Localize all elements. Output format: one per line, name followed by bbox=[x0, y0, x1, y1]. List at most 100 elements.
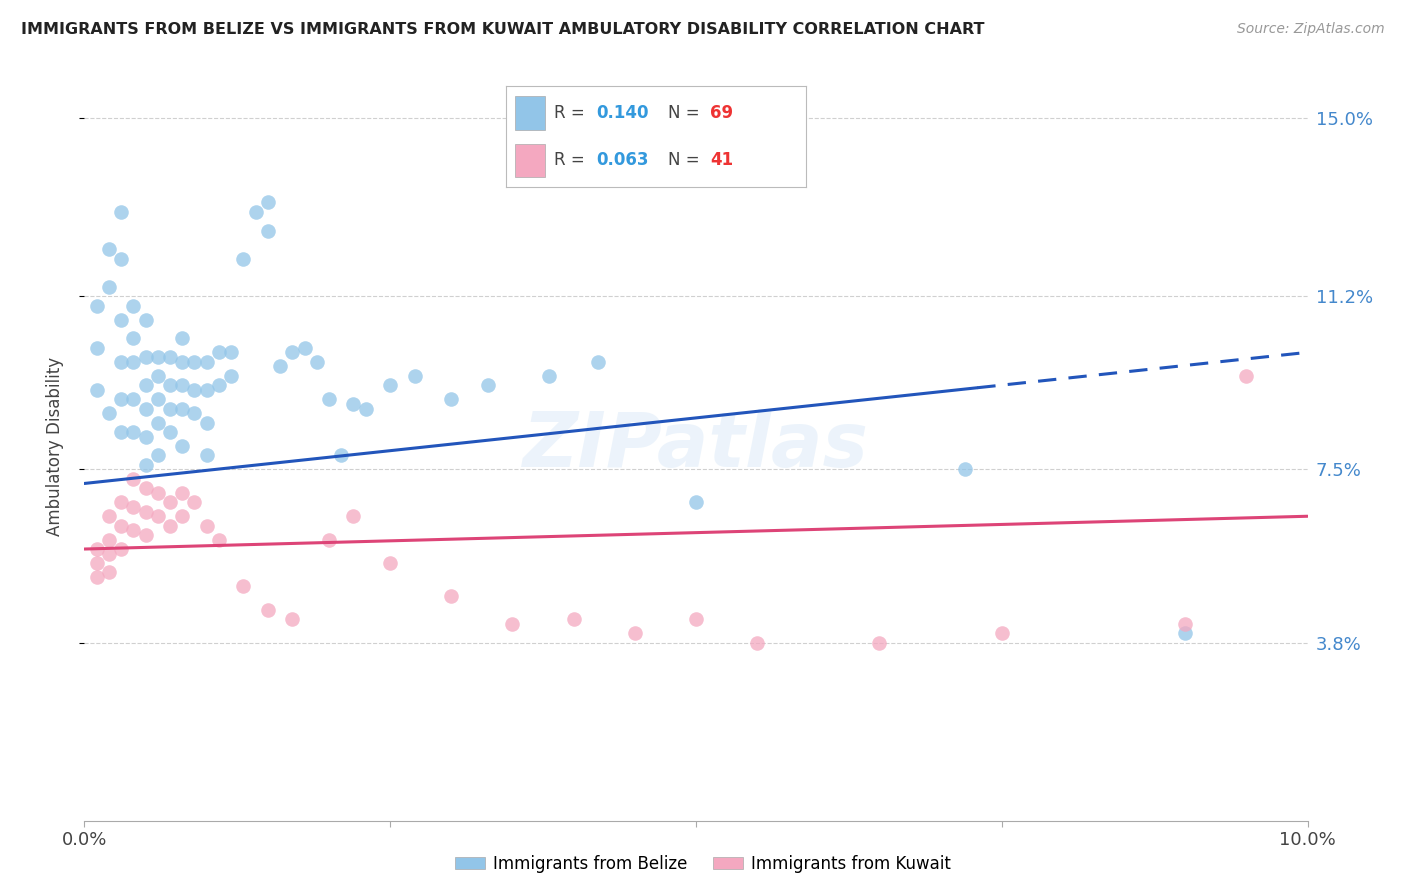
Point bbox=[122, 425, 145, 439]
Point bbox=[97, 566, 120, 580]
Point bbox=[159, 350, 181, 364]
Point bbox=[122, 331, 145, 345]
Point bbox=[257, 223, 280, 237]
Point bbox=[219, 368, 242, 383]
Point bbox=[208, 345, 231, 359]
Point bbox=[440, 392, 463, 407]
Point bbox=[172, 485, 194, 500]
Point bbox=[97, 406, 120, 420]
Point bbox=[135, 458, 157, 472]
Point bbox=[404, 368, 426, 383]
Point bbox=[502, 617, 524, 632]
Point bbox=[318, 533, 340, 547]
Text: ZIPatlas: ZIPatlas bbox=[523, 409, 869, 483]
Point bbox=[110, 495, 132, 509]
Point bbox=[342, 509, 364, 524]
Point bbox=[110, 541, 132, 557]
Point bbox=[586, 355, 609, 369]
Point bbox=[342, 397, 364, 411]
Text: Source: ZipAtlas.com: Source: ZipAtlas.com bbox=[1237, 22, 1385, 37]
Point bbox=[135, 481, 157, 495]
Point bbox=[354, 401, 377, 416]
Point bbox=[685, 612, 707, 626]
Point bbox=[562, 612, 585, 626]
Point bbox=[122, 500, 145, 514]
Point bbox=[318, 392, 340, 407]
Point bbox=[97, 509, 120, 524]
Point bbox=[86, 341, 108, 355]
Point bbox=[183, 406, 205, 420]
Point bbox=[1174, 626, 1197, 640]
Point bbox=[110, 518, 132, 533]
Point bbox=[146, 485, 169, 500]
Point bbox=[195, 355, 218, 369]
Point bbox=[208, 378, 231, 392]
Point bbox=[135, 350, 157, 364]
Point bbox=[86, 570, 108, 584]
Point bbox=[122, 392, 145, 407]
Point bbox=[122, 523, 145, 537]
Point bbox=[1236, 368, 1258, 383]
Point bbox=[122, 298, 145, 313]
Point bbox=[110, 252, 132, 266]
Legend: Immigrants from Belize, Immigrants from Kuwait: Immigrants from Belize, Immigrants from … bbox=[449, 848, 957, 880]
Point bbox=[146, 509, 169, 524]
Point bbox=[135, 505, 157, 519]
Point bbox=[97, 547, 120, 561]
Point bbox=[159, 378, 181, 392]
Point bbox=[1174, 617, 1197, 632]
Point bbox=[281, 612, 304, 626]
Point bbox=[380, 378, 402, 392]
Point bbox=[172, 401, 194, 416]
Point bbox=[538, 368, 561, 383]
Point bbox=[146, 350, 169, 364]
Y-axis label: Ambulatory Disability: Ambulatory Disability bbox=[45, 357, 63, 535]
Point bbox=[122, 355, 145, 369]
Point bbox=[257, 603, 280, 617]
Point bbox=[195, 416, 218, 430]
Point bbox=[159, 425, 181, 439]
Point bbox=[146, 368, 169, 383]
Point bbox=[122, 472, 145, 486]
Point bbox=[183, 383, 205, 397]
Point bbox=[97, 242, 120, 257]
Point bbox=[195, 383, 218, 397]
Point bbox=[135, 378, 157, 392]
Point bbox=[172, 439, 194, 453]
Point bbox=[146, 416, 169, 430]
Point bbox=[195, 518, 218, 533]
Point bbox=[305, 355, 328, 369]
Point bbox=[159, 518, 181, 533]
Text: IMMIGRANTS FROM BELIZE VS IMMIGRANTS FROM KUWAIT AMBULATORY DISABILITY CORRELATI: IMMIGRANTS FROM BELIZE VS IMMIGRANTS FRO… bbox=[21, 22, 984, 37]
Point bbox=[245, 204, 267, 219]
Point bbox=[232, 252, 254, 266]
Point bbox=[380, 556, 402, 570]
Point bbox=[257, 195, 280, 210]
Point bbox=[86, 541, 108, 557]
Point bbox=[86, 383, 108, 397]
Point bbox=[208, 533, 231, 547]
Point bbox=[195, 449, 218, 463]
Point bbox=[232, 580, 254, 594]
Point bbox=[135, 430, 157, 444]
Point bbox=[269, 359, 291, 374]
Point bbox=[97, 280, 120, 294]
Point bbox=[110, 204, 132, 219]
Point bbox=[281, 345, 304, 359]
Point bbox=[172, 378, 194, 392]
Point bbox=[135, 528, 157, 542]
Point bbox=[86, 556, 108, 570]
Point bbox=[97, 533, 120, 547]
Point bbox=[747, 635, 769, 649]
Point bbox=[110, 392, 132, 407]
Point bbox=[135, 401, 157, 416]
Point bbox=[869, 635, 891, 649]
Point bbox=[146, 392, 169, 407]
Point bbox=[183, 355, 205, 369]
Point bbox=[330, 449, 353, 463]
Point bbox=[172, 355, 194, 369]
Point bbox=[991, 626, 1014, 640]
Point bbox=[219, 345, 242, 359]
Point bbox=[172, 509, 194, 524]
Point bbox=[172, 331, 194, 345]
